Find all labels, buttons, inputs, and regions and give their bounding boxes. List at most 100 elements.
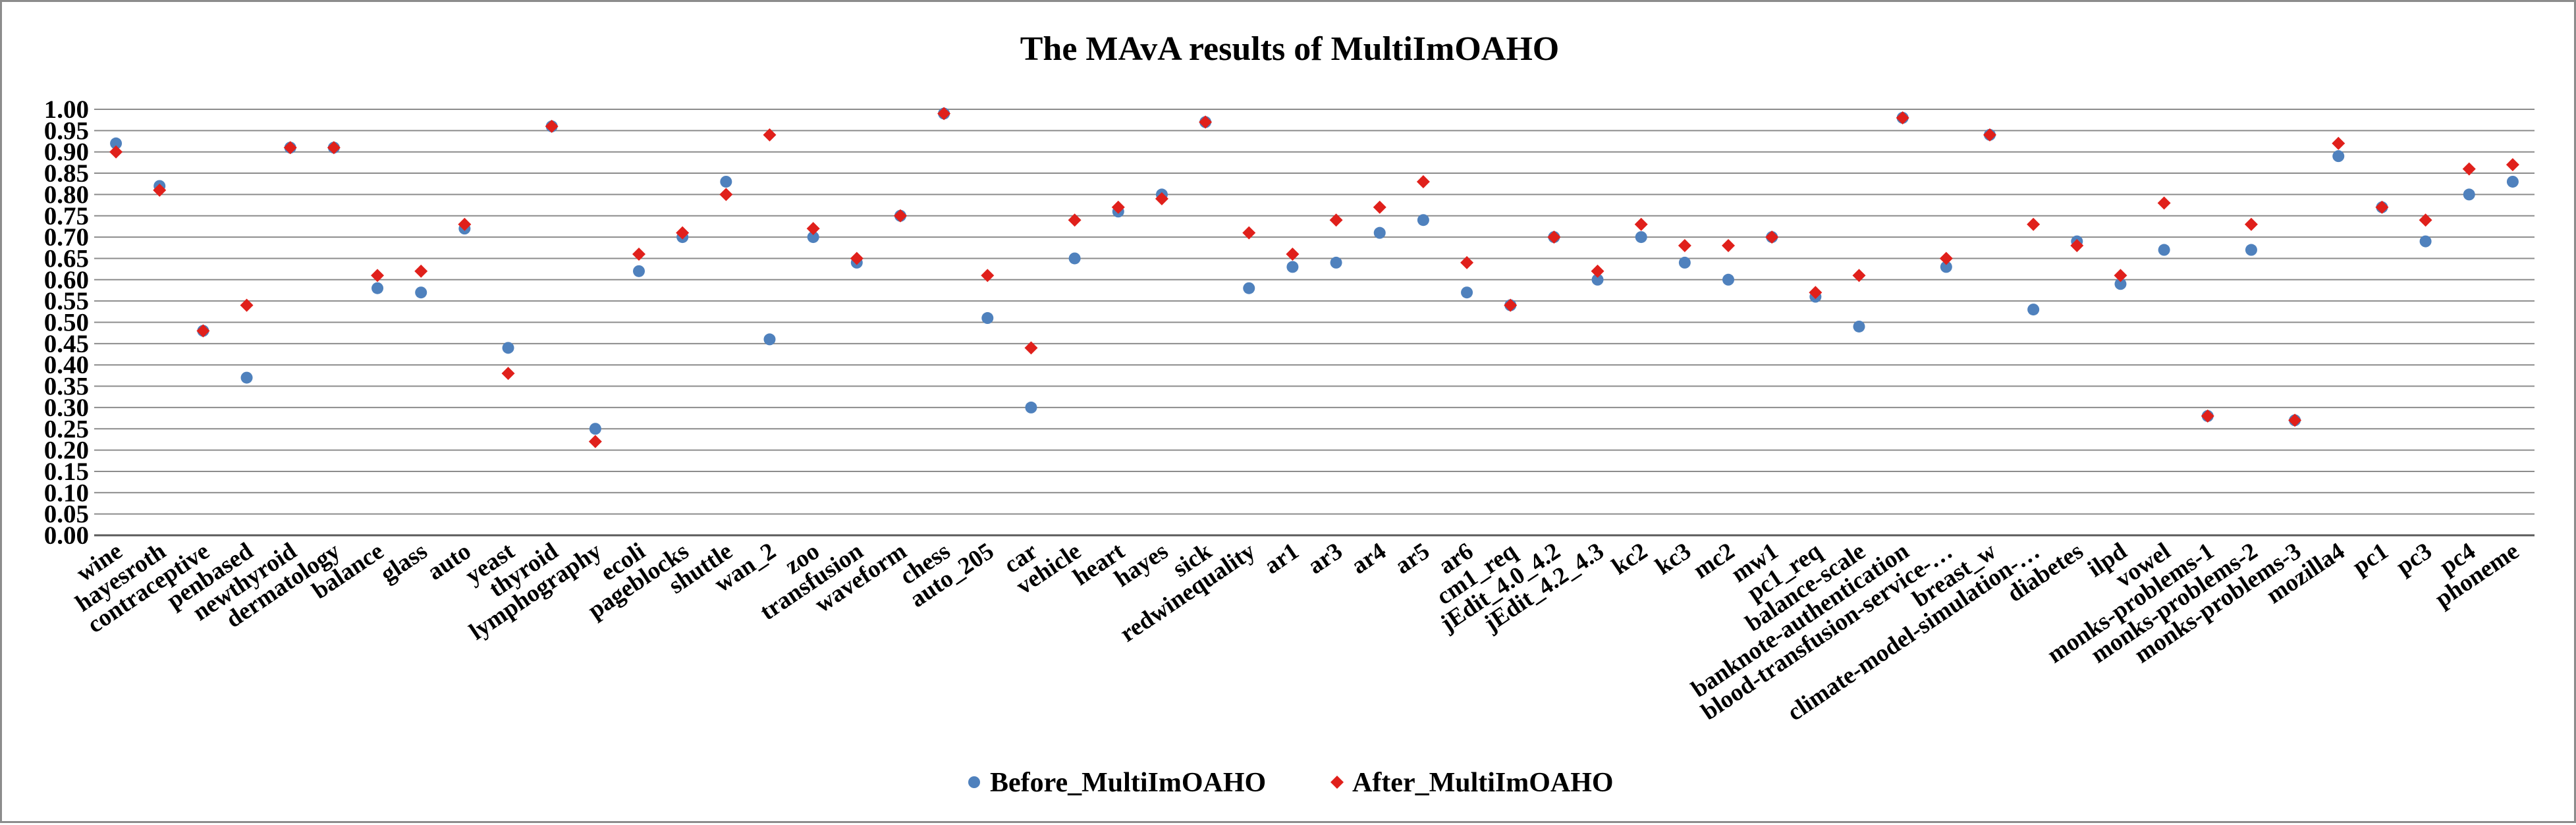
before-point [720, 175, 732, 188]
y-tick-label: 0.25 [44, 415, 89, 443]
before-point [633, 265, 645, 277]
after-point [501, 367, 515, 381]
after-point [1678, 239, 1691, 253]
after-point [414, 264, 428, 278]
y-tick-label: 0.80 [44, 180, 89, 209]
after-point [1329, 213, 1343, 227]
after-point [2244, 217, 2258, 231]
x-category-label: ar4 [1347, 537, 1391, 579]
y-tick-label: 0.70 [44, 223, 89, 252]
before-point [1243, 282, 1255, 294]
legend-after-label: After_MultiImOAHO [1352, 768, 1614, 798]
y-tick-label: 0.15 [44, 458, 89, 486]
before-point [2463, 188, 2475, 201]
before-point [1940, 261, 1952, 273]
after-point [196, 324, 210, 338]
y-tick-label: 0.65 [44, 244, 89, 273]
before-point [2114, 278, 2127, 290]
x-category-label: phoneme [2430, 537, 2524, 612]
after-point [1242, 226, 1256, 240]
after-point [719, 188, 733, 201]
before-point [1591, 273, 1604, 286]
before-point [502, 342, 514, 354]
after-point [371, 269, 385, 282]
y-tick-label: 0.45 [44, 330, 89, 358]
legend-before-marker [968, 776, 980, 788]
y-tick-label: 0.50 [44, 309, 89, 337]
after-point [850, 252, 863, 265]
before-point [1461, 286, 1473, 299]
after-point [2070, 239, 2084, 253]
y-tick-label: 1.00 [44, 95, 89, 124]
after-point [1591, 264, 1604, 278]
before-point [981, 312, 994, 325]
x-category-label: pc3 [2392, 537, 2437, 580]
after-point [676, 226, 690, 240]
before-point [2419, 235, 2432, 248]
x-category-label: ar5 [1390, 537, 1435, 579]
after-point [1547, 230, 1561, 244]
after-point [109, 145, 123, 159]
y-tick-label: 0.55 [44, 287, 89, 315]
x-category-label: ar1 [1259, 537, 1303, 579]
before-point [2158, 244, 2170, 256]
after-point [588, 435, 602, 448]
after-point [283, 141, 297, 155]
y-tick-label: 0.40 [44, 351, 89, 379]
after-point [1373, 200, 1386, 214]
after-point [2462, 162, 2476, 176]
after-point [458, 217, 472, 231]
after-point [1983, 128, 1996, 142]
before-point [1678, 256, 1691, 269]
before-point [2027, 304, 2040, 316]
before-point [1635, 231, 1647, 244]
after-point [1852, 269, 1866, 282]
x-axis-categories: winehayesrothcontraceptivepenbasednewthy… [70, 537, 2524, 726]
after-point [1765, 230, 1779, 244]
x-category-label: ar3 [1303, 537, 1347, 579]
y-axis-ticks: 0.000.050.100.150.200.250.300.350.400.45… [44, 95, 89, 550]
series-after-points [109, 107, 2519, 448]
after-point [545, 119, 559, 133]
before-point [1330, 256, 1342, 269]
legend-after-marker [1330, 776, 1344, 789]
y-tick-label: 0.30 [44, 394, 89, 422]
after-point [1111, 200, 1125, 214]
y-tick-label: 0.10 [44, 479, 89, 507]
after-point [327, 141, 341, 155]
after-point [1155, 192, 1168, 205]
x-category-label: pc1 [2348, 537, 2394, 580]
after-point [632, 247, 646, 261]
after-point [763, 128, 777, 142]
before-point [1853, 320, 1865, 333]
before-point [589, 423, 601, 435]
y-tick-label: 0.90 [44, 138, 89, 167]
after-point [1460, 255, 1474, 269]
before-point [2245, 244, 2257, 256]
before-point [2506, 175, 2519, 188]
after-point [2114, 269, 2127, 282]
before-point [1286, 261, 1299, 273]
after-point [806, 222, 820, 236]
before-point [110, 137, 123, 149]
after-point [2288, 413, 2302, 427]
after-point [1024, 341, 1038, 355]
legend: Before_MultiImOAHO After_MultiImOAHO [968, 768, 1614, 798]
after-point [2332, 136, 2345, 150]
y-tick-label: 0.20 [44, 437, 89, 465]
after-point [153, 183, 167, 197]
x-category-label: kc2 [1607, 537, 1653, 580]
before-point [2332, 150, 2345, 163]
after-point [1199, 115, 1213, 129]
y-tick-label: 0.85 [44, 159, 89, 188]
x-category-label: mc2 [1689, 537, 1740, 584]
after-point [1504, 298, 1518, 312]
chart-title: The MAvA results of MultiImOAHO [1020, 30, 1560, 68]
after-point [1068, 213, 1082, 227]
legend-before-label: Before_MultiImOAHO [990, 768, 1266, 798]
y-tick-label: 0.95 [44, 117, 89, 145]
before-point [763, 333, 776, 346]
after-point [1722, 239, 1736, 253]
